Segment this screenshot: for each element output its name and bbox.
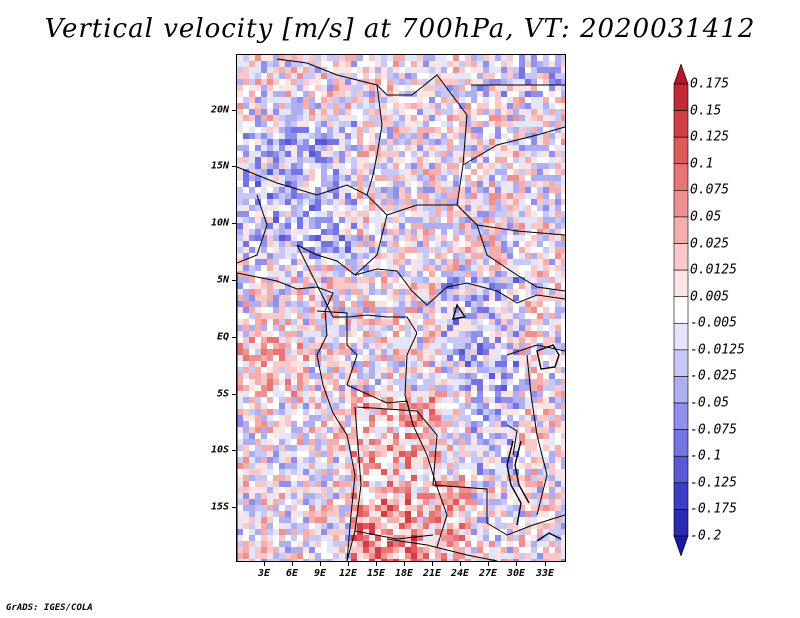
colorbar-swatch xyxy=(673,455,689,484)
lon-tick xyxy=(292,562,293,566)
colorbar-label: 0.025 xyxy=(690,236,730,252)
colorbar-swatch xyxy=(673,190,689,218)
colorbar-swatch xyxy=(673,349,689,377)
lon-tick xyxy=(488,562,489,566)
lat-tick xyxy=(232,450,236,451)
lat-tick-label: 20N xyxy=(210,104,229,116)
colorbar-label: 0.15 xyxy=(690,103,722,119)
colorbar-label: -0.05 xyxy=(690,395,730,411)
lat-tick xyxy=(232,507,236,508)
colorbar-swatch xyxy=(673,163,689,191)
colorbar xyxy=(673,64,689,556)
colorbar-label: -0.005 xyxy=(690,315,737,331)
lon-tick-label: 9E xyxy=(313,568,327,579)
lat-tick-label: EQ xyxy=(216,331,229,343)
lat-tick xyxy=(232,280,236,281)
colorbar-label: -0.175 xyxy=(690,501,737,517)
colorbar-swatch xyxy=(673,296,689,324)
lon-tick xyxy=(320,562,321,566)
colorbar-label: 0.05 xyxy=(690,209,722,225)
colorbar-label: 0.075 xyxy=(690,182,730,198)
colorbar-swatch xyxy=(673,535,689,556)
colorbar-label: -0.025 xyxy=(690,368,737,384)
colorbar-swatch xyxy=(673,83,689,111)
colorbar-label: -0.1 xyxy=(690,448,722,464)
lat-tick xyxy=(232,337,236,338)
lon-tick xyxy=(264,562,265,566)
colorbar-swatch xyxy=(673,136,689,165)
colorbar-label: 0.1 xyxy=(690,156,714,172)
lat-tick-label: 5N xyxy=(216,274,229,286)
colorbar-swatch xyxy=(673,64,689,85)
lon-tick xyxy=(376,562,377,566)
lat-tick xyxy=(232,394,236,395)
colorbar-swatch xyxy=(673,482,689,510)
lon-tick-label: 24E xyxy=(450,568,470,579)
lon-tick-label: 33E xyxy=(535,568,555,579)
lon-tick xyxy=(516,562,517,566)
colorbar-swatch xyxy=(673,509,689,537)
colorbar-swatch xyxy=(673,376,689,404)
lon-tick xyxy=(460,562,461,566)
lon-tick-label: 27E xyxy=(478,568,498,579)
lon-tick xyxy=(432,562,433,566)
colorbar-label: 0.0125 xyxy=(690,262,737,278)
colorbar-label: -0.2 xyxy=(690,528,722,544)
lat-tick-label: 15N xyxy=(210,160,229,172)
lat-tick xyxy=(232,110,236,111)
lat-tick-label: 5S xyxy=(216,388,229,400)
chart-title: Vertical velocity [m/s] at 700hPa, VT: 2… xyxy=(44,14,756,44)
lat-tick-label: 10S xyxy=(210,444,229,456)
colorbar-swatch xyxy=(673,216,689,244)
lat-tick xyxy=(232,223,236,224)
map-panel xyxy=(236,54,566,562)
colorbar-label: -0.125 xyxy=(690,475,737,491)
colorbar-label: 0.175 xyxy=(690,76,730,92)
vertical-velocity-field xyxy=(237,55,565,561)
lon-tick xyxy=(404,562,405,566)
lon-tick-label: 15E xyxy=(366,568,386,579)
colorbar-label: 0.125 xyxy=(690,129,730,145)
footer-credit: GrADS: IGES/COLA xyxy=(6,603,93,613)
lon-tick-label: 3E xyxy=(257,568,271,579)
lon-tick-label: 30E xyxy=(506,568,526,579)
colorbar-swatch xyxy=(673,269,689,298)
colorbar-label: -0.0125 xyxy=(690,342,745,358)
lat-tick xyxy=(232,166,236,167)
lon-tick-label: 21E xyxy=(422,568,442,579)
colorbar-swatch xyxy=(673,110,689,138)
lon-tick-label: 18E xyxy=(394,568,414,579)
colorbar-swatch xyxy=(673,429,689,457)
colorbar-swatch xyxy=(673,322,689,351)
lat-tick-label: 15S xyxy=(210,501,229,513)
colorbar-label: -0.075 xyxy=(690,422,737,438)
colorbar-swatch xyxy=(673,402,689,430)
colorbar-label: 0.005 xyxy=(690,289,730,305)
colorbar-swatch xyxy=(673,243,689,271)
lat-tick-label: 10N xyxy=(210,217,229,229)
lon-tick xyxy=(348,562,349,566)
lon-tick-label: 12E xyxy=(338,568,358,579)
lon-tick-label: 6E xyxy=(285,568,299,579)
lon-tick xyxy=(545,562,546,566)
